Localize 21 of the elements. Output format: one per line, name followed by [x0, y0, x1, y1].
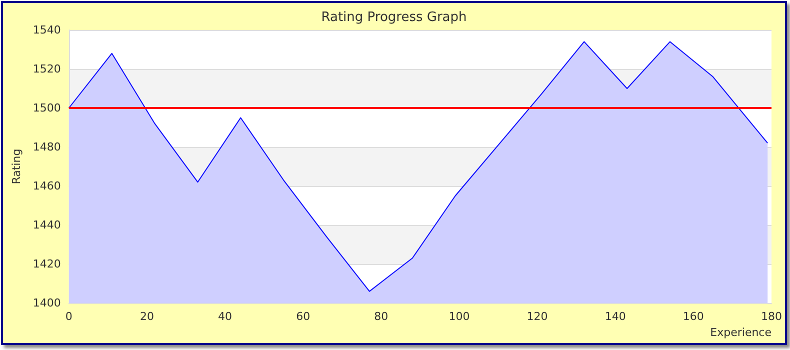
x-tick-label: 120 — [526, 310, 548, 323]
y-tick-label: 1480 — [32, 140, 61, 154]
x-tick-label: 100 — [448, 310, 470, 323]
x-tick-label: 60 — [296, 310, 310, 323]
x-tick-label: 20 — [140, 310, 154, 323]
chart-title: Rating Progress Graph — [321, 10, 467, 25]
x-tick-label: 80 — [374, 310, 388, 323]
y-tick-label: 1400 — [32, 296, 61, 310]
x-tick-label: 160 — [682, 310, 704, 323]
x-axis-title: Experience — [710, 326, 772, 339]
x-tick-label: 0 — [65, 310, 72, 323]
x-tick-label: 140 — [604, 310, 626, 323]
y-tick-label: 1460 — [32, 180, 61, 192]
y-tick-label: 1440 — [32, 218, 61, 232]
y-tick-label: 1420 — [32, 258, 61, 270]
y-tick-label: 1540 — [32, 24, 61, 36]
y-tick-label: 1520 — [32, 62, 61, 76]
y-tick-label: 1500 — [32, 102, 61, 114]
x-tick-label: 180 — [761, 310, 782, 323]
y-axis-title: Rating — [10, 148, 23, 184]
x-tick-label: 40 — [218, 310, 232, 323]
